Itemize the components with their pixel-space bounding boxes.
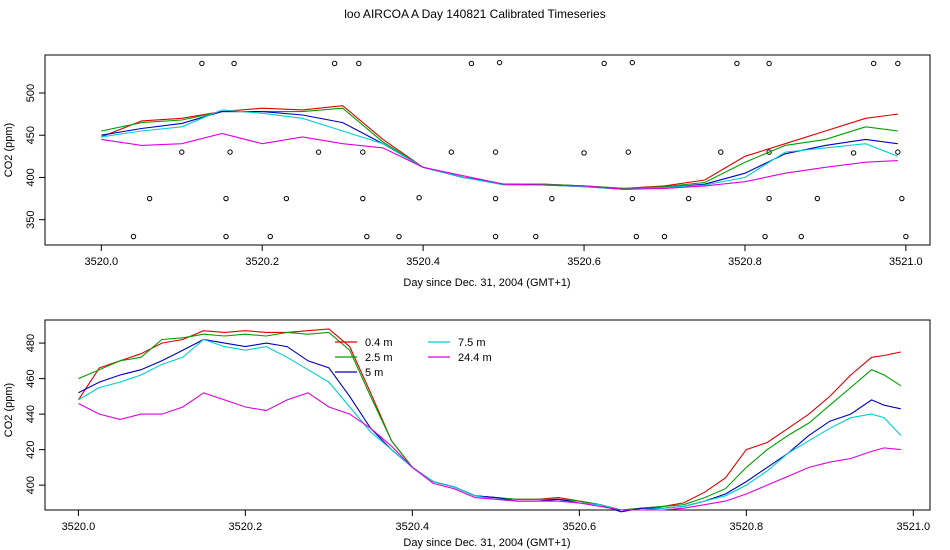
data-point-marker [766,60,772,67]
data-point-marker [492,233,499,240]
data-point-marker [360,195,366,202]
chart-title: loo AIRCOA A Day 140821 Calibrated Times… [344,7,606,21]
y-axis-label: CO2 (ppm) [3,123,15,177]
data-point-marker [146,195,153,202]
y-tick-label: 500 [25,84,37,102]
y-tick-label: 350 [25,210,37,228]
y-tick-label: 400 [25,168,37,186]
data-point-marker [468,60,475,67]
data-point-marker [814,195,821,202]
data-point-marker [356,60,362,67]
data-point-marker [267,233,273,240]
data-point-marker [448,149,454,155]
data-point-marker [533,233,539,240]
data-point-marker [396,233,402,240]
data-point-marker [199,60,205,67]
data-point-marker [492,149,499,155]
data-point-marker [633,233,640,240]
series-line-2 [101,107,898,189]
x-tick-label: 3521.0 [889,256,923,268]
data-point-marker [870,60,877,67]
x-axis-label: Day since Dec. 31, 2004 (GMT+1) [403,277,570,289]
data-point-marker [766,195,772,202]
plot-area-frame [44,54,931,246]
x-tick-label: 3520.6 [567,256,601,268]
data-point-marker [492,195,499,202]
data-point-marker [661,233,668,240]
data-point-marker [581,150,587,156]
data-point-marker [283,195,290,202]
data-point-marker [895,60,901,67]
data-point-marker [496,59,503,66]
data-point-marker [315,149,322,155]
data-point-marker [895,149,901,155]
series-line-3 [101,111,898,190]
data-point-marker [227,149,233,155]
data-point-marker [223,233,229,240]
data-point-marker [850,150,857,156]
data-point-marker [223,195,229,202]
data-point-marker [718,149,724,155]
data-point-marker [601,60,607,67]
series-line-4 [101,109,899,190]
data-point-marker [416,195,422,201]
y-tick-label: 450 [25,126,37,144]
data-point-marker [179,149,185,155]
data-point-marker [625,149,631,155]
data-point-marker [629,59,636,66]
x-tick-label: 3520.0 [84,256,118,268]
data-point-marker [903,233,909,240]
data-point-marker [331,60,338,67]
data-point-marker [360,149,366,155]
series-line-1 [101,105,898,189]
data-point-marker [899,195,905,202]
data-point-marker [762,233,768,240]
x-tick-label: 3520.4 [406,256,440,268]
series-line-5 [101,132,898,190]
data-point-marker [734,60,740,67]
data-point-marker [549,195,555,202]
data-point-marker [766,149,772,155]
x-tick-label: 3520.2 [245,256,279,268]
x-tick-label: 3520.8 [728,256,762,268]
data-point-marker [231,60,237,67]
data-point-marker [130,233,137,240]
data-point-marker [629,195,636,202]
data-point-marker [364,233,370,240]
data-point-marker [685,195,692,202]
data-point-marker [798,233,804,240]
